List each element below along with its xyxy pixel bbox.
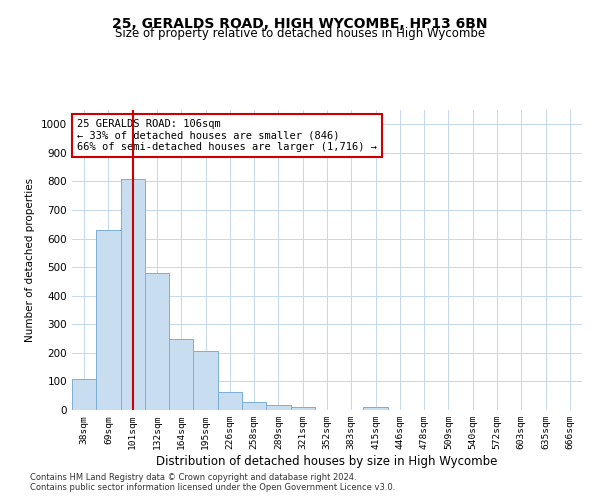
Bar bbox=[364, 407, 388, 410]
Bar bbox=[96, 230, 121, 410]
Bar bbox=[290, 407, 315, 410]
Bar bbox=[242, 402, 266, 410]
Y-axis label: Number of detached properties: Number of detached properties bbox=[25, 178, 35, 342]
Bar bbox=[266, 405, 290, 410]
Bar bbox=[72, 378, 96, 410]
Bar bbox=[193, 351, 218, 410]
Bar bbox=[145, 273, 169, 410]
Bar bbox=[218, 392, 242, 410]
Bar bbox=[169, 338, 193, 410]
Bar bbox=[121, 178, 145, 410]
X-axis label: Distribution of detached houses by size in High Wycombe: Distribution of detached houses by size … bbox=[157, 455, 497, 468]
Text: Contains public sector information licensed under the Open Government Licence v3: Contains public sector information licen… bbox=[30, 484, 395, 492]
Text: Contains HM Land Registry data © Crown copyright and database right 2024.: Contains HM Land Registry data © Crown c… bbox=[30, 474, 356, 482]
Text: 25 GERALDS ROAD: 106sqm
← 33% of detached houses are smaller (846)
66% of semi-d: 25 GERALDS ROAD: 106sqm ← 33% of detache… bbox=[77, 119, 377, 152]
Text: Size of property relative to detached houses in High Wycombe: Size of property relative to detached ho… bbox=[115, 28, 485, 40]
Text: 25, GERALDS ROAD, HIGH WYCOMBE, HP13 6BN: 25, GERALDS ROAD, HIGH WYCOMBE, HP13 6BN bbox=[112, 18, 488, 32]
